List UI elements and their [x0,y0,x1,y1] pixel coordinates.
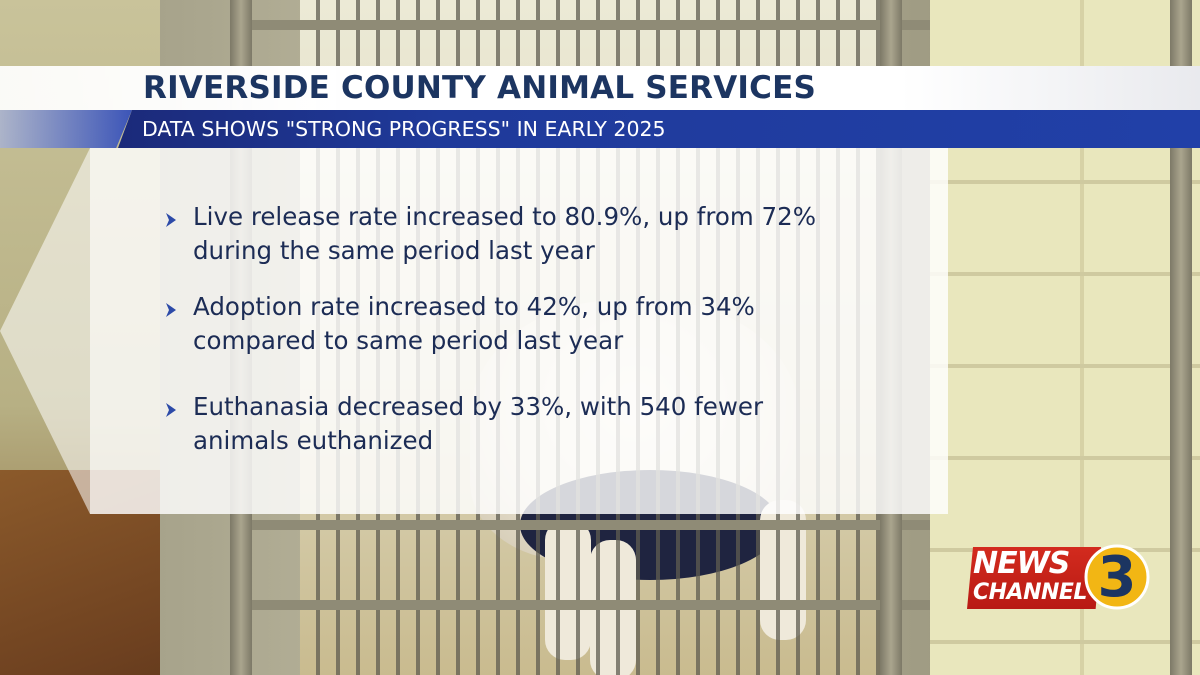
bullet-text: Euthanasia decreased by 33%, with 540 fe… [193,392,764,455]
headline-title: RIVERSIDE COUNTY ANIMAL SERVICES [143,70,817,106]
chevron-right-icon [166,213,176,227]
logo-word-news: NEWS [973,546,1070,581]
kennel-crossbar [230,520,930,530]
chevron-right-icon [166,403,176,417]
bullet-text: Adoption rate increased to 42%, up from … [193,292,755,355]
headline-subtitle: DATA SHOWS "STRONG PROGRESS" IN EARLY 20… [142,117,666,141]
subtitle-bar [118,110,1200,148]
logo-number-text: 3 [1098,545,1137,610]
bullet-text: Live release rate increased to 80.9%, up… [193,202,817,265]
kennel-post [1170,0,1192,675]
chevron-right-icon [166,303,176,317]
kennel-crossbar [230,20,930,30]
info-panel [90,148,948,514]
subtitle-accent [0,110,132,148]
kennel-crossbar [230,600,930,610]
news-channel-3-logo: NEWS CHANNEL 3 [967,544,1150,610]
title-bar [0,66,1200,110]
logo-red-box [967,547,1101,609]
logo-number-3: 3 [1084,544,1150,610]
logo-word-channel: CHANNEL [973,580,1087,605]
